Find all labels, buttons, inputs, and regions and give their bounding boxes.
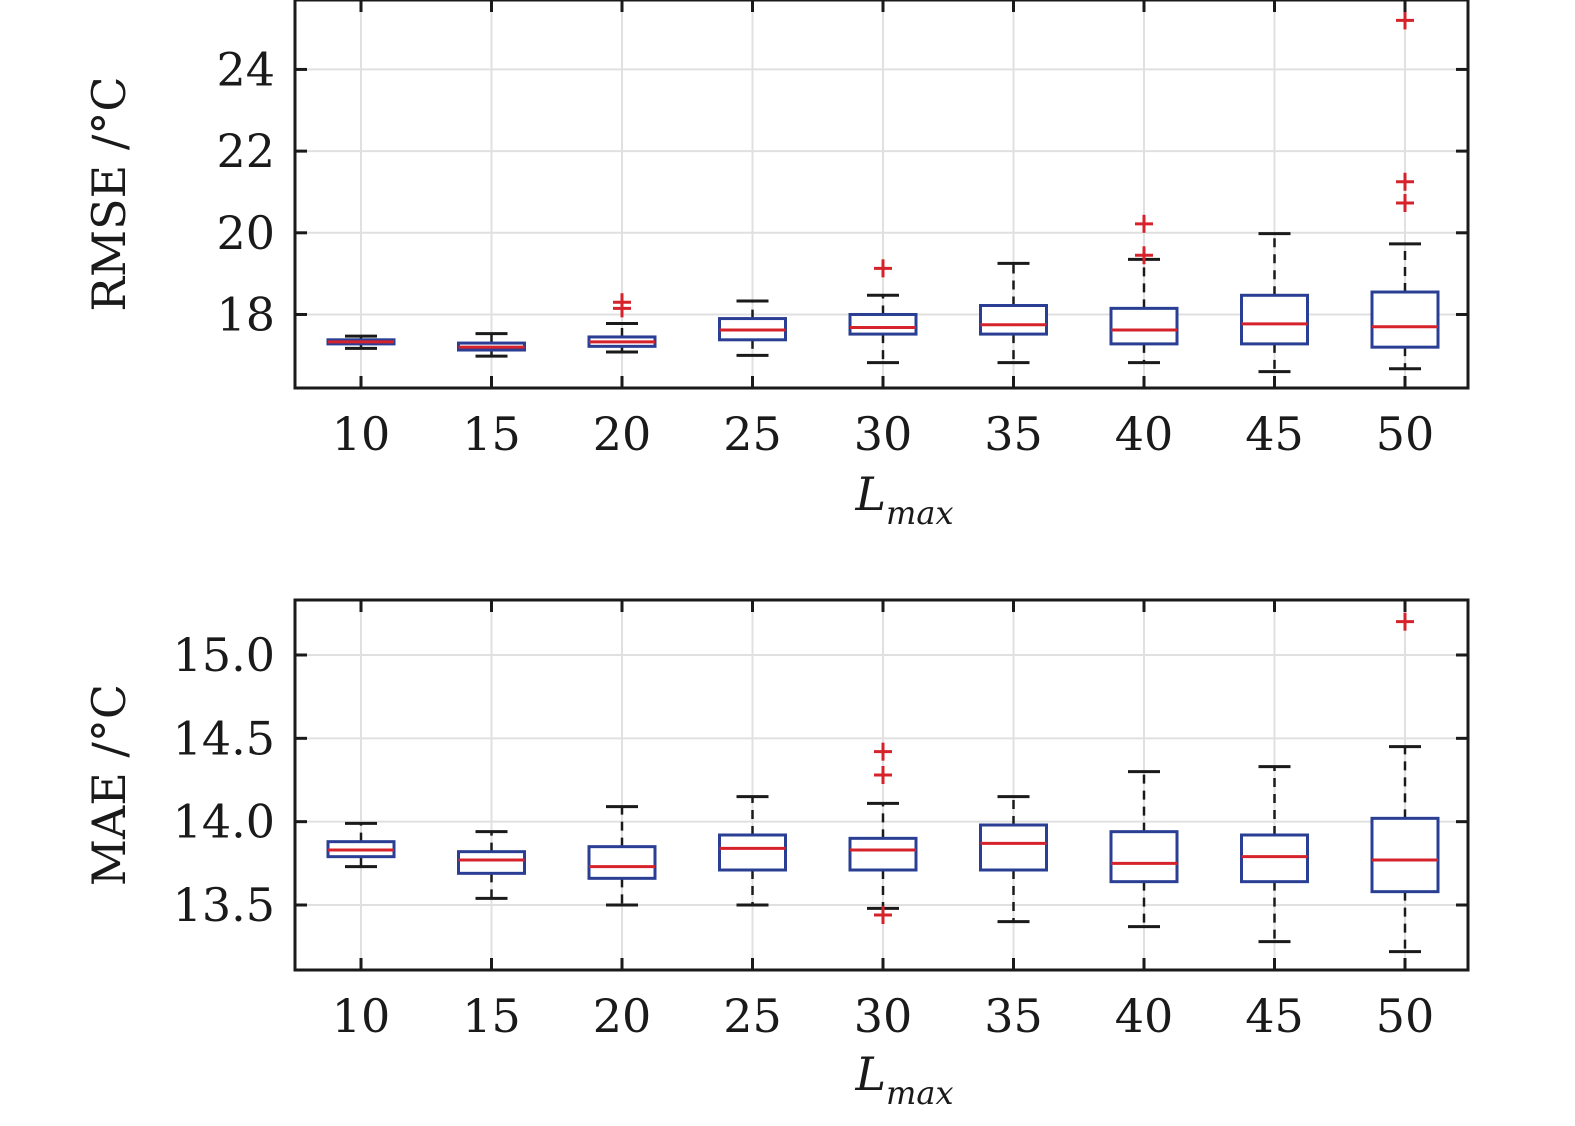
x-tick-label: 30 [854,407,913,461]
box-iqr [1109,830,1179,884]
box-iqr [457,850,526,875]
rmse-boxplot-panel: 10 15 20 25 30 35 40 45 50 18 20 22 24 RMSE /°C Lmax [82,0,1470,532]
outlier-marker [874,766,892,784]
box-10 [326,334,396,350]
box-15 [457,830,526,900]
box-10 [326,821,396,869]
x-tick-label: 25 [723,407,782,461]
outlier-marker [874,742,892,761]
x-axis-title-subscript: max [886,1074,953,1112]
x-tick-label: 40 [1115,407,1174,461]
x-tick-label: 20 [593,989,652,1043]
y-tick-label: 15.0 [173,628,275,682]
x-tick-label: 30 [854,989,913,1043]
box-iqr [1370,816,1440,894]
y-tick-label: 14.0 [173,795,275,849]
x-axis-title-main: L [855,467,887,521]
box-iqr [1240,293,1309,346]
x-axis-title-main: L [855,1047,887,1101]
y-tick-label: 14.5 [173,711,275,765]
box-40 [1109,770,1179,929]
x-tick-label: 45 [1245,989,1304,1043]
box-45 [1240,765,1309,944]
box-25 [718,795,787,907]
box-35 [979,261,1048,365]
x-tick-label: 45 [1245,407,1304,461]
x-tick-label: 50 [1376,407,1435,461]
y-tick-label: 18 [216,287,275,341]
y-tick-label: 22 [216,124,275,178]
outlier-marker [1396,11,1414,30]
outlier-marker [613,293,631,312]
x-tick-label: 15 [462,989,521,1043]
outlier-marker [1135,246,1153,265]
x-tick-label: 25 [723,989,782,1043]
box-iqr [1109,306,1179,346]
mae-boxplot-panel: 10 15 20 25 30 35 40 45 50 13.5 14.0 14.5 15.0 MAE /°… [82,598,1470,1112]
x-tick-label: 35 [984,407,1043,461]
box-iqr [848,836,918,872]
outlier-marker [1396,172,1414,191]
y-tick-label: 24 [216,42,275,96]
outlier-marker [1135,214,1153,233]
box-15 [457,332,526,358]
box-40 [1109,214,1179,365]
box-20 [587,805,657,907]
x-tick-label: 15 [462,407,521,461]
box-50 [1370,11,1440,371]
x-axis-title-subscript: max [886,494,953,532]
box-iqr [848,312,918,336]
box-iqr [587,845,657,880]
y-axis-title: MAE /°C [82,684,136,886]
y-tick-label: 20 [216,206,275,260]
box-20 [587,293,657,354]
box-25 [718,299,787,357]
box-iqr [1370,290,1440,349]
x-tick-label: 50 [1376,989,1435,1043]
box-iqr [979,303,1048,336]
x-tick-label: 20 [593,407,652,461]
box-iqr [979,823,1048,872]
y-axis-title: RMSE /°C [82,76,136,311]
x-tick-label: 40 [1115,989,1174,1043]
outlier-marker [1396,193,1414,212]
y-tick-label: 13.5 [173,878,275,932]
box-45 [1240,232,1309,374]
outlier-marker [1396,612,1414,631]
box-iqr [1240,833,1309,884]
x-axis-title: Lmax [855,1047,954,1112]
x-tick-label: 35 [984,989,1043,1043]
box-iqr [718,833,787,872]
outlier-marker [874,259,892,278]
outlier-marker [874,906,892,924]
x-tick-label: 10 [332,989,391,1043]
box-35 [979,795,1048,924]
box-30 [848,259,918,365]
x-axis-title: Lmax [855,467,954,532]
x-tick-label: 10 [332,407,391,461]
box-50 [1370,612,1440,954]
box-30 [848,742,918,924]
